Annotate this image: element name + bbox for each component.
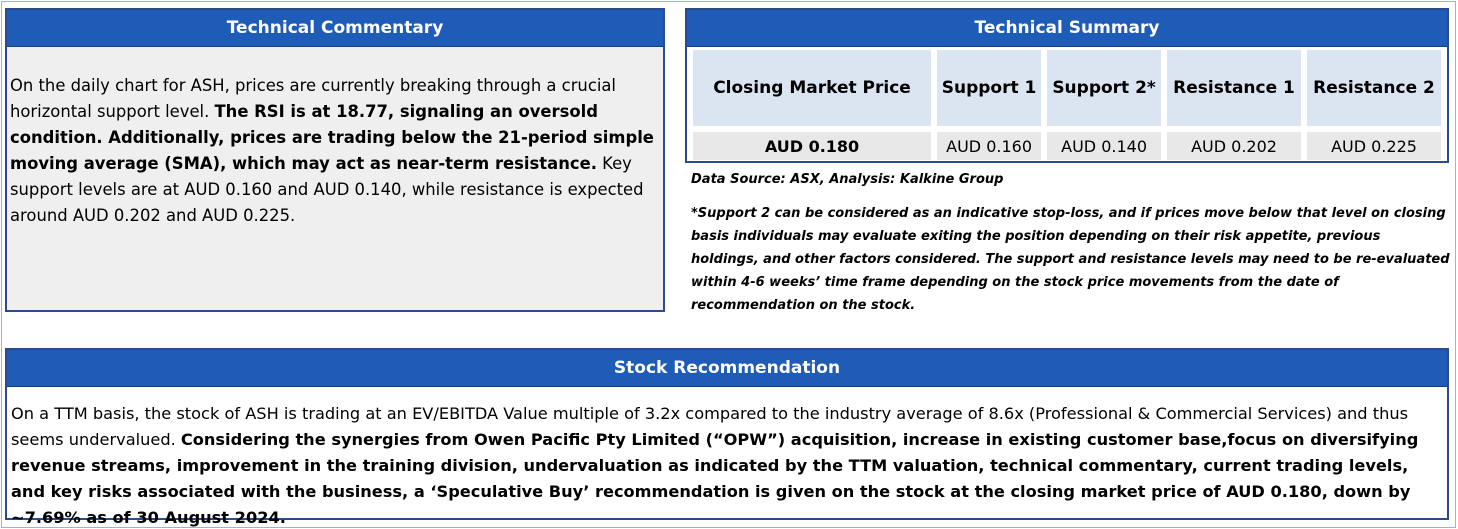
commentary-text-intro: On the daily chart for ASH, prices are c… <box>10 76 616 121</box>
stock-recommendation-text: On a TTM basis, the stock of ASH is trad… <box>7 387 1447 529</box>
data-source-note: Data Source: ASX, Analysis: Kalkine Grou… <box>691 172 1004 187</box>
summary-header-row: Closing Market Price Support 1 Support 2… <box>693 50 1441 126</box>
stop-loss-disclaimer: *Support 2 can be considered as an indic… <box>691 206 1450 313</box>
header-support-1: Support 1 <box>937 50 1042 126</box>
header-support-2: Support 2* <box>1047 50 1162 126</box>
stock-recommendation-panel: Stock Recommendation On a TTM basis, the… <box>5 348 1449 527</box>
header-closing-price: Closing Market Price <box>693 50 931 126</box>
value-closing-price: AUD 0.180 <box>693 132 931 160</box>
value-support-2: AUD 0.140 <box>1047 132 1162 160</box>
commentary-text-levels: Key support levels are at AUD 0.160 and … <box>10 154 644 225</box>
technical-summary-table: Closing Market Price Support 1 Support 2… <box>687 44 1447 166</box>
header-resistance-2: Resistance 2 <box>1307 50 1441 126</box>
value-resistance-2: AUD 0.225 <box>1307 132 1441 160</box>
stock-recommendation-title: Stock Recommendation <box>7 350 1447 387</box>
recommendation-text-highlight: Considering the synergies from Owen Paci… <box>11 430 1419 527</box>
technical-summary-panel: Technical Summary Closing Market Price S… <box>685 8 1449 163</box>
value-support-1: AUD 0.160 <box>937 132 1042 160</box>
technical-commentary-title: Technical Commentary <box>7 10 663 47</box>
technical-commentary-panel: Technical Commentary On the daily chart … <box>5 8 665 312</box>
summary-value-row: AUD 0.180 AUD 0.160 AUD 0.140 AUD 0.202 … <box>693 132 1441 160</box>
value-resistance-1: AUD 0.202 <box>1167 132 1301 160</box>
commentary-text-highlight: The RSI is at 18.77, signaling an overso… <box>10 102 654 173</box>
technical-commentary-text: On the daily chart for ASH, prices are c… <box>7 47 663 229</box>
recommendation-text-valuation: On a TTM basis, the stock of ASH is trad… <box>11 404 1409 449</box>
technical-summary-title: Technical Summary <box>687 10 1447 47</box>
header-resistance-1: Resistance 1 <box>1167 50 1301 126</box>
